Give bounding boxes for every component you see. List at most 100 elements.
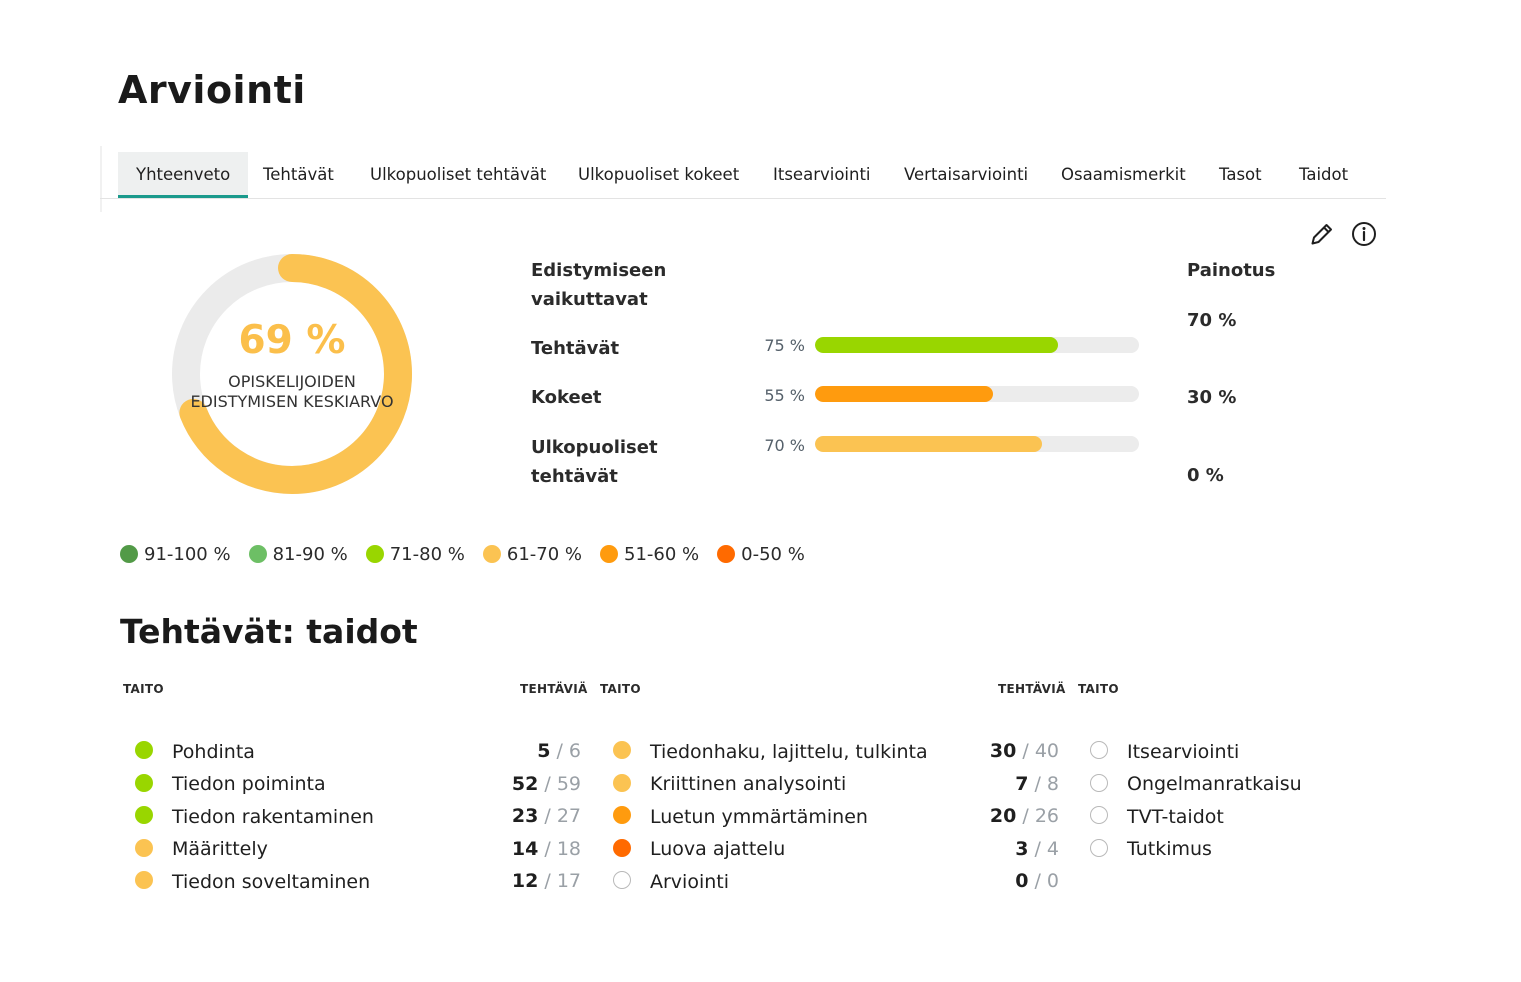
skill-status-dot — [613, 741, 631, 759]
skill-task-count: 3 / 4 — [989, 838, 1059, 860]
legend-label: 91-100 % — [144, 543, 231, 565]
info-icon[interactable] — [1349, 219, 1379, 249]
skill-name: Itsearviointi — [1127, 740, 1240, 763]
task-count-separator: / — [538, 772, 557, 795]
task-count-separator: / — [538, 805, 557, 827]
skill-name: Kriittinen analysointi — [650, 773, 847, 795]
progress-row-percent: 70 % — [764, 436, 805, 455]
task-count-done: 20 — [989, 805, 1017, 827]
progress-row-label: Ulkopuoliset tehtävät — [531, 437, 658, 487]
task-count-done: 12 — [511, 870, 539, 892]
progress-header: Edistymiseen vaikuttavat — [531, 260, 667, 310]
legend-label: 71-80 % — [389, 543, 465, 565]
skill-name: Arviointi — [650, 870, 730, 893]
legend-item: 81-90 % — [248, 543, 348, 565]
progress-row-percent: 55 % — [764, 386, 805, 405]
task-count-done: 23 — [511, 805, 539, 827]
task-count-separator: / — [550, 740, 569, 762]
page-title: Arviointi — [118, 68, 306, 112]
legend-label: 81-90 % — [272, 543, 348, 565]
skill-status-dot — [1090, 773, 1108, 792]
progress-track — [815, 337, 1139, 353]
progress-row-percent: 75 % — [764, 336, 805, 355]
skill-name: Tiedon poiminta — [172, 773, 326, 795]
legend-dot — [600, 545, 619, 563]
skill-name: Tiedon soveltaminen — [172, 870, 371, 893]
weight-value: 0 % — [1187, 465, 1224, 486]
tab-tehtavat[interactable]: Tehtävät — [263, 165, 334, 184]
skill-status-dot — [135, 838, 153, 857]
legend-label: 0-50 % — [741, 543, 805, 565]
task-count-separator: / — [1028, 772, 1047, 795]
legend-dot — [120, 545, 138, 563]
legend-item: 61-70 % — [482, 544, 582, 565]
tab-bar: Yhteenveto Tehtävät Ulkopuoliset tehtävä… — [100, 146, 1386, 199]
tab-yhteenveto[interactable]: Yhteenveto — [118, 152, 249, 198]
task-count-separator: / — [538, 837, 557, 860]
progress-row-label: Tehtävät — [531, 338, 620, 359]
task-count-separator: / — [1028, 870, 1047, 892]
legend-dot — [717, 545, 736, 563]
skill-status-dot — [613, 871, 631, 889]
skill-status-dot — [135, 871, 153, 889]
skill-status-dot — [613, 838, 631, 857]
task-count-total: 59 — [556, 772, 581, 795]
skills-section-title: Tehtävät: taidot — [120, 612, 418, 651]
average-value: 69 % — [238, 318, 346, 363]
progress-row-label: Kokeet — [531, 387, 602, 408]
tab-taidot[interactable]: Taidot — [1299, 165, 1349, 184]
progress-track — [815, 436, 1139, 452]
skill-task-count: 0 / 0 — [989, 870, 1059, 892]
skill-name: TVT-taidot — [1127, 805, 1224, 828]
legend-item: 51-60 % — [600, 544, 699, 565]
weight-header: Painotus — [1187, 260, 1276, 281]
skill-status-dot — [135, 806, 153, 824]
skill-status-dot — [1090, 741, 1108, 759]
pencil-icon[interactable] — [1307, 219, 1337, 249]
column-header-tasks: TEHTÄVIÄ — [520, 682, 588, 696]
skill-task-count: 12 / 17 — [511, 870, 581, 892]
column-header-skill: TAITO — [600, 682, 641, 696]
progress-fill — [815, 386, 994, 402]
skill-task-count: 30 / 40 — [989, 740, 1059, 762]
tab-tasot[interactable]: Tasot — [1219, 165, 1262, 184]
progress-fill — [815, 337, 1058, 353]
column-header-tasks: TEHTÄVIÄ — [998, 682, 1066, 696]
task-count-total: 18 — [556, 837, 581, 860]
tab-vertaisarviointi[interactable]: Vertaisarviointi — [904, 165, 1029, 184]
task-count-done: 5 — [537, 740, 551, 762]
tab-itsearviointi[interactable]: Itsearviointi — [773, 165, 871, 184]
tab-ulkopuoliset-kokeet[interactable]: Ulkopuoliset kokeet — [578, 165, 740, 184]
progress-donut-chart — [172, 254, 412, 494]
task-count-separator: / — [1028, 837, 1047, 860]
task-count-done: 0 — [1015, 870, 1029, 892]
progress-fill — [815, 436, 1042, 452]
average-label: Opiskelijoiden edistymisen keskiarvo — [190, 372, 394, 411]
task-count-separator: / — [1016, 805, 1035, 827]
weight-value: 30 % — [1187, 387, 1237, 408]
column-header-skill: TAITO — [123, 682, 164, 696]
skill-name: Luova ajattelu — [650, 838, 786, 860]
skill-task-count: 7 / 8 — [989, 773, 1059, 795]
legend-item: 91-100 % — [120, 544, 231, 565]
task-count-done: 7 — [1015, 772, 1029, 795]
task-count-total: 26 — [1034, 805, 1059, 827]
legend-item: 71-80 % — [365, 543, 465, 565]
legend-dot — [248, 545, 267, 563]
skill-status-dot — [1090, 838, 1108, 857]
progress-track — [815, 386, 1139, 402]
tab-osaamismerkit[interactable]: Osaamismerkit — [1061, 165, 1186, 184]
task-count-separator: / — [538, 870, 557, 892]
tab-ulkopuoliset-tehtavat[interactable]: Ulkopuoliset tehtävät — [370, 165, 547, 184]
weight-value: 70 % — [1187, 310, 1237, 331]
skill-name: Luetun ymmärtäminen — [650, 805, 868, 828]
task-count-total: 27 — [556, 805, 581, 827]
legend-label: 51-60 % — [624, 543, 700, 565]
skill-status-dot — [613, 773, 631, 792]
task-count-total: 0 — [1046, 870, 1059, 892]
task-count-done: 30 — [989, 740, 1017, 762]
donut-arc — [172, 254, 412, 494]
task-count-done: 14 — [511, 837, 539, 860]
legend-dot — [365, 545, 384, 563]
skill-status-dot — [613, 806, 631, 824]
